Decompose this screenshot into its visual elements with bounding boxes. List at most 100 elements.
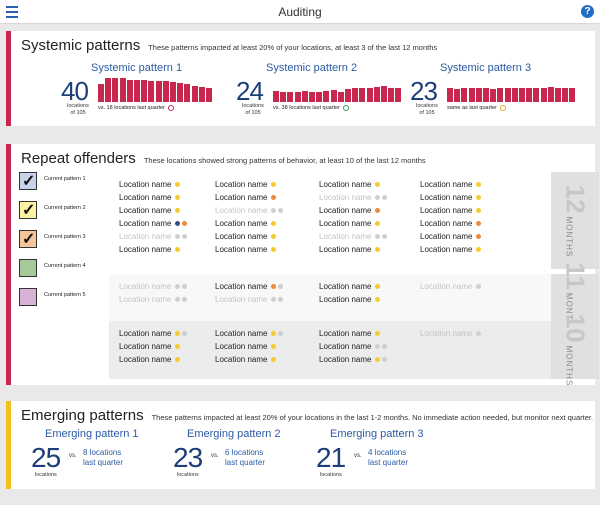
- emerging-pattern-name[interactable]: Emerging pattern 3: [330, 428, 424, 440]
- pattern-dot-icon: [278, 284, 284, 289]
- location-item[interactable]: Location name: [420, 280, 482, 293]
- location-item[interactable]: Location name: [420, 191, 482, 204]
- location-item[interactable]: Location name: [319, 191, 388, 204]
- location-item[interactable]: Location name: [119, 191, 187, 204]
- location-item[interactable]: Location name: [119, 178, 187, 191]
- location-item[interactable]: Location name: [119, 340, 187, 353]
- location-item[interactable]: Location name: [319, 327, 387, 340]
- trend-bars: [447, 78, 576, 102]
- pattern-checkbox[interactable]: ✓: [19, 201, 37, 219]
- offender-group-11-months: Location name Location name Location name L…: [109, 262, 599, 333]
- location-item[interactable]: Location name: [420, 230, 482, 243]
- legend-pattern-3[interactable]: ✓ Current pattern 3: [19, 230, 105, 248]
- pattern-dot-icon: [476, 284, 482, 289]
- location-item[interactable]: Location name: [319, 178, 387, 191]
- trend-bar: [287, 92, 294, 102]
- systemic-pattern-name[interactable]: Systemic pattern 2: [266, 62, 358, 74]
- systemic-pattern-name[interactable]: Systemic pattern 1: [91, 62, 183, 74]
- pattern-dot-icon: [476, 195, 482, 200]
- location-item[interactable]: Location name: [215, 353, 283, 366]
- location-item[interactable]: Location name: [215, 191, 283, 204]
- location-item[interactable]: Location name: [119, 204, 187, 217]
- trend-bar: [454, 89, 461, 102]
- systemic-pattern-locations: locations of 105: [413, 103, 441, 116]
- location-item[interactable]: Location name: [319, 280, 381, 293]
- emerging-pattern-name[interactable]: Emerging pattern 2: [187, 428, 281, 440]
- location-item[interactable]: Location name: [119, 217, 188, 230]
- location-name: Location name: [215, 342, 268, 351]
- location-item[interactable]: Location name: [119, 243, 187, 256]
- location-item[interactable]: Location name: [319, 340, 388, 353]
- pattern-checkbox[interactable]: ✓: [19, 230, 37, 248]
- trend-bar: [504, 87, 511, 102]
- trend-bar: [345, 89, 351, 102]
- locations-label: locations: [67, 103, 89, 109]
- location-item[interactable]: Location name: [215, 293, 284, 306]
- trend-bar: [191, 86, 198, 102]
- location-name: Location name: [215, 329, 268, 338]
- location-item[interactable]: Location name: [319, 204, 387, 217]
- location-item[interactable]: Location name: [215, 178, 283, 191]
- emerging-pattern[interactable]: Emerging pattern 2 23 locations vs. 6 locati…: [173, 428, 313, 486]
- pattern-checkbox[interactable]: [19, 259, 37, 277]
- trend-bar: [301, 90, 308, 102]
- location-item[interactable]: Location name: [420, 327, 482, 340]
- location-item[interactable]: Location name: [119, 293, 188, 306]
- help-icon[interactable]: ?: [581, 5, 594, 18]
- location-item[interactable]: Location name: [319, 230, 388, 243]
- location-item[interactable]: Location name: [215, 243, 283, 256]
- location-item[interactable]: Location name: [420, 243, 482, 256]
- location-item[interactable]: Location name: [420, 217, 482, 230]
- location-item[interactable]: Location name: [319, 353, 388, 366]
- systemic-pattern-name[interactable]: Systemic pattern 3: [440, 62, 532, 74]
- location-item[interactable]: Location name: [119, 230, 188, 243]
- hamburger-icon[interactable]: [6, 6, 18, 18]
- trend-bar: [475, 87, 482, 102]
- location-item[interactable]: Location name: [319, 293, 381, 306]
- location-item[interactable]: Location name: [215, 217, 283, 230]
- location-item[interactable]: Location name: [215, 204, 284, 217]
- trend-bar: [337, 91, 344, 102]
- emerging-pattern[interactable]: Emerging pattern 1 25 locations vs. 8 locati…: [31, 428, 171, 486]
- location-name: Location name: [319, 282, 372, 291]
- check-icon: ✓: [22, 231, 36, 248]
- location-name: Location name: [319, 245, 372, 254]
- pattern-checkbox[interactable]: ✓: [19, 172, 37, 190]
- emerging-pattern[interactable]: Emerging pattern 3 21 locations vs. 4 locati…: [316, 428, 456, 486]
- legend-pattern-1[interactable]: ✓ Current pattern 1: [19, 172, 105, 190]
- months-label: 10 MONTHS: [560, 314, 591, 387]
- sad-face-icon: [167, 105, 174, 111]
- trend-bar: [294, 91, 301, 102]
- legend-pattern-2[interactable]: ✓ Current pattern 2: [19, 201, 105, 219]
- location-item[interactable]: Location name: [119, 280, 188, 293]
- location-item[interactable]: Location name: [215, 340, 283, 353]
- offender-group-10-months: Location name Location name Location name L…: [109, 314, 599, 386]
- trend-bar: [483, 88, 489, 102]
- location-name: Location name: [119, 282, 172, 291]
- location-item[interactable]: Location name: [420, 204, 482, 217]
- location-item[interactable]: Location name: [215, 327, 284, 340]
- locations-label: locations: [416, 103, 438, 109]
- location-item[interactable]: Location name: [420, 178, 482, 191]
- trend-bar: [569, 88, 576, 102]
- location-item[interactable]: Location name: [319, 243, 387, 256]
- location-item[interactable]: Location name: [215, 230, 283, 243]
- trend-bar: [112, 78, 119, 102]
- legend-pattern-5[interactable]: Current pattern 5: [19, 288, 105, 306]
- pattern-dot-icon: [382, 357, 388, 362]
- location-item[interactable]: Location name: [119, 327, 188, 340]
- trend-bar: [381, 86, 387, 102]
- location-item[interactable]: Location name: [119, 353, 187, 366]
- location-item[interactable]: Location name: [319, 217, 387, 230]
- location-name: Location name: [319, 232, 372, 241]
- systemic-pattern[interactable]: Systemic pattern 2 24 locations of 105 vs. 3…: [236, 62, 402, 122]
- location-column: Location name Location name: [319, 280, 381, 306]
- pattern-checkbox[interactable]: [19, 288, 37, 306]
- comparison-text: same as last quarter: [447, 105, 497, 111]
- location-item[interactable]: Location name: [215, 280, 284, 293]
- legend-pattern-4[interactable]: Current pattern 4: [19, 259, 105, 277]
- emerging-pattern-name[interactable]: Emerging pattern 1: [45, 428, 139, 440]
- systemic-pattern[interactable]: Systemic pattern 3 23 locations of 105 same …: [410, 62, 576, 122]
- systemic-pattern[interactable]: Systemic pattern 1 40 locations of 105 vs. 1…: [61, 62, 226, 122]
- location-column: Location name Location name: [215, 280, 284, 306]
